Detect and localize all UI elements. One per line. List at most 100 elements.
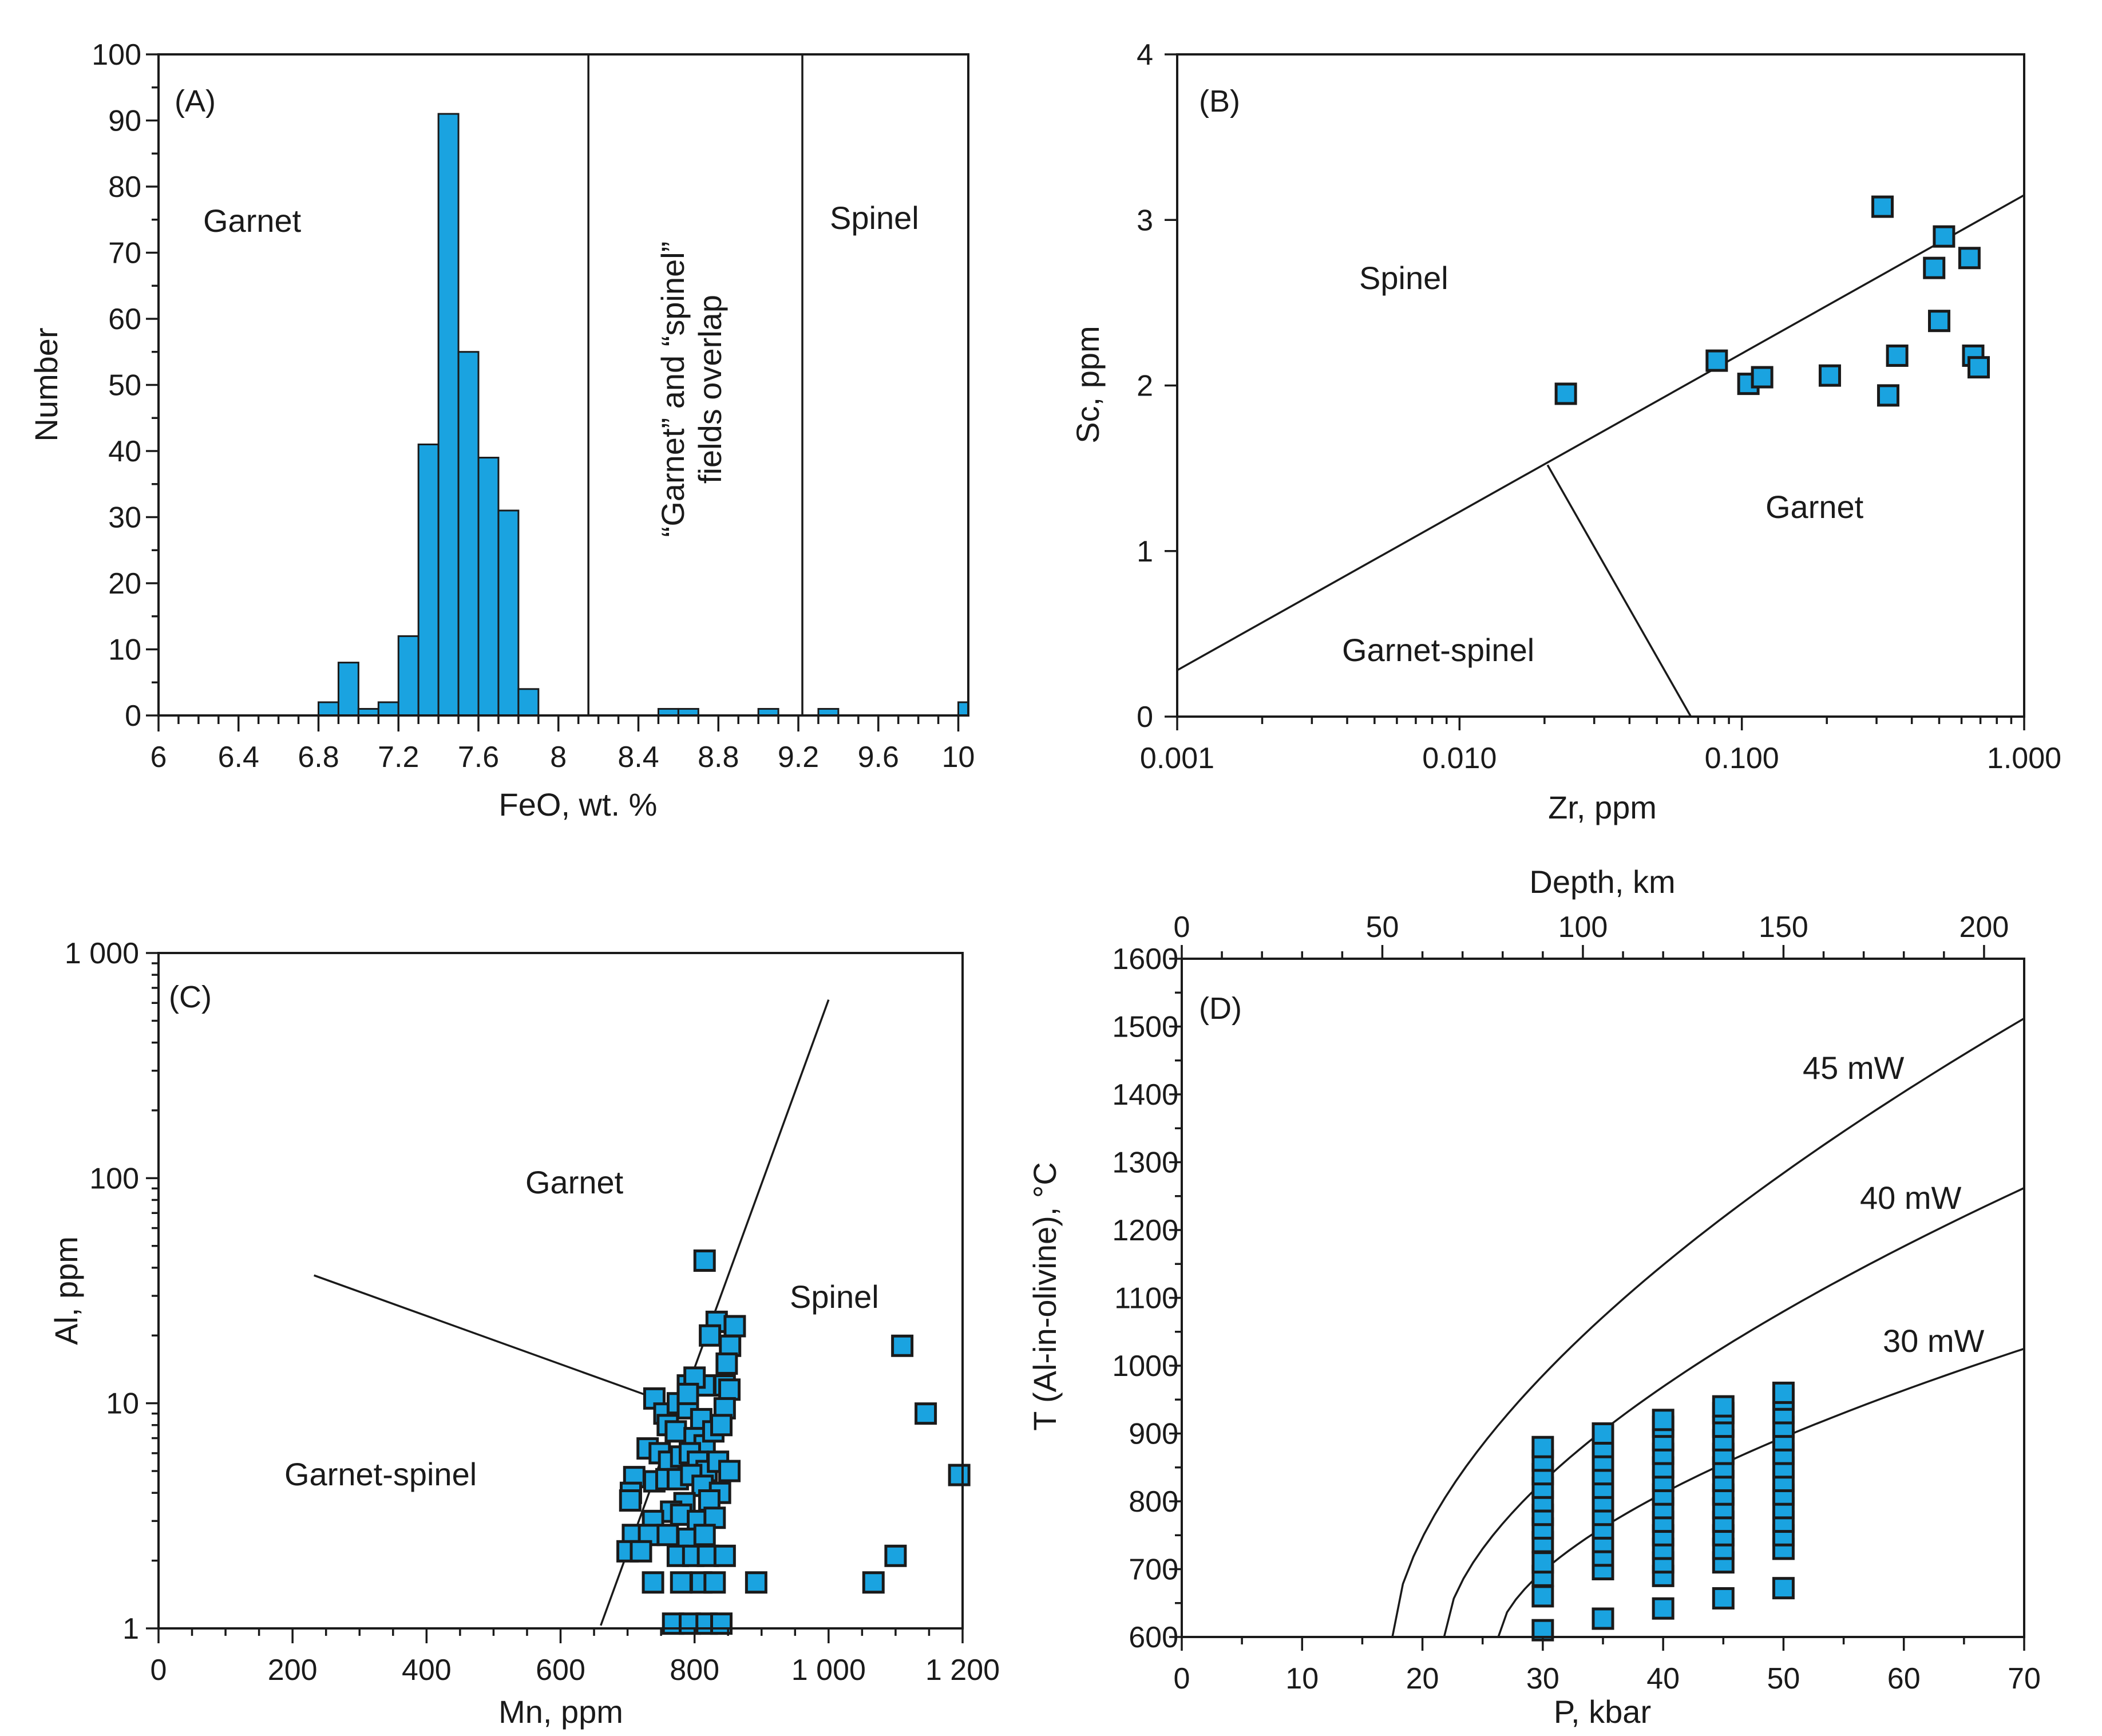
data-point bbox=[719, 1334, 742, 1357]
data-point bbox=[948, 1464, 971, 1486]
panel-a-ticks: 6 6.4 6.8 7.2 7.6 8 8.4 8.8 9.2 9.6 10010203040506… bbox=[92, 38, 975, 774]
panel-d-ticks: 0 10 20 30 40 50 60 706007008009001000110012001… bbox=[1112, 911, 2041, 1695]
histogram-bar bbox=[337, 662, 359, 717]
data-point bbox=[1554, 382, 1577, 405]
top-x-tick-label: 200 bbox=[1960, 911, 2009, 944]
data-point bbox=[862, 1571, 885, 1594]
histogram-bar bbox=[497, 509, 520, 717]
y-tick-label: 1 bbox=[122, 1612, 139, 1646]
histogram-bar bbox=[437, 113, 460, 717]
field-boundary-line bbox=[314, 1274, 656, 1399]
panel-a-boundaries bbox=[587, 54, 803, 715]
y-axis-title: Sc, ppm bbox=[1070, 326, 1106, 443]
data-point bbox=[676, 1382, 699, 1405]
x-tick-label: 1 200 bbox=[925, 1654, 1000, 1687]
region-garnet: Garnet bbox=[203, 203, 302, 239]
data-point bbox=[1531, 1551, 1554, 1574]
x-tick-label: 6.4 bbox=[218, 741, 259, 774]
x-tick-label: 30 bbox=[1526, 1662, 1559, 1695]
y-tick-label: 2 bbox=[1137, 370, 1153, 403]
y-tick-label: 1400 bbox=[1112, 1078, 1178, 1112]
data-point bbox=[710, 1414, 733, 1437]
region-overlap-line2: fields overlap bbox=[692, 295, 728, 484]
data-point bbox=[718, 1460, 741, 1482]
y-tick-label: 60 bbox=[108, 303, 141, 336]
panel-a-label: (A) bbox=[175, 84, 216, 118]
y-axis-title: Al, ppm bbox=[48, 1236, 84, 1345]
histogram-bar bbox=[417, 443, 440, 717]
x-tick-label: 9.6 bbox=[858, 741, 899, 774]
data-point bbox=[1592, 1607, 1614, 1630]
panel-c: 0 200 400 600 800 1 000 1 200 1 10 100 1 000 (C) G… bbox=[48, 937, 1000, 1730]
data-point bbox=[1818, 364, 1841, 387]
y-tick-label: 800 bbox=[1129, 1485, 1178, 1518]
y-tick-label: 20 bbox=[108, 567, 141, 600]
top-x-tick-label: 100 bbox=[1558, 911, 1608, 944]
x-tick-label: 50 bbox=[1767, 1662, 1800, 1695]
data-point bbox=[670, 1571, 692, 1594]
x-axis-title: Zr, ppm bbox=[1548, 789, 1657, 825]
data-point bbox=[1531, 1585, 1554, 1608]
y-tick-label: 700 bbox=[1129, 1553, 1178, 1587]
data-point bbox=[884, 1544, 907, 1567]
region-garnet: Garnet bbox=[1765, 489, 1864, 525]
geotherm-label-40: 40 mW bbox=[1860, 1180, 1961, 1216]
y-tick-label: 1500 bbox=[1112, 1011, 1178, 1044]
data-point bbox=[718, 1378, 741, 1401]
geotherm-label-30: 30 mW bbox=[1883, 1323, 1984, 1359]
y-tick-label: 1600 bbox=[1112, 943, 1178, 976]
data-point bbox=[1923, 256, 1946, 279]
x-tick-label: 8 bbox=[550, 741, 567, 774]
panel-b-field-lines bbox=[1177, 194, 2025, 717]
panel-c-field-lines bbox=[314, 999, 830, 1626]
x-tick-label: 0.100 bbox=[1705, 742, 1779, 775]
y-tick-label: 80 bbox=[108, 171, 141, 204]
x-tick-label: 6 bbox=[151, 741, 167, 774]
y-tick-label: 1 bbox=[1137, 535, 1153, 568]
panel-c-points bbox=[616, 1249, 971, 1635]
panel-d-points bbox=[1531, 1381, 1795, 1642]
data-point bbox=[642, 1571, 664, 1594]
region-spinel: Spinel bbox=[1359, 260, 1448, 296]
x-tick-label: 9.2 bbox=[778, 741, 819, 774]
data-point bbox=[715, 1352, 738, 1375]
panel-d-label: (D) bbox=[1199, 991, 1242, 1026]
panel-b-points bbox=[1554, 195, 1990, 407]
x-tick-label: 6.8 bbox=[298, 741, 339, 774]
data-point bbox=[891, 1334, 914, 1357]
y-tick-label: 100 bbox=[92, 38, 141, 72]
y-tick-label: 1000 bbox=[1112, 1350, 1178, 1383]
panel-c-ticks: 0 200 400 600 800 1 000 1 200 1 10 100 1 000 bbox=[65, 937, 1000, 1687]
field-boundary-line bbox=[1177, 194, 2025, 671]
x-tick-label: 600 bbox=[536, 1654, 585, 1687]
data-point bbox=[1652, 1409, 1675, 1431]
data-point bbox=[1886, 344, 1909, 367]
field-boundary-line bbox=[1546, 464, 1692, 717]
x-tick-label: 0.010 bbox=[1422, 742, 1497, 775]
y-tick-label: 90 bbox=[108, 105, 141, 138]
data-point bbox=[915, 1402, 937, 1425]
data-point bbox=[1772, 1577, 1795, 1600]
data-point bbox=[1927, 310, 1950, 333]
top-x-tick-label: 0 bbox=[1174, 911, 1190, 944]
panel-c-label: (C) bbox=[169, 980, 212, 1014]
histogram-bar bbox=[397, 635, 419, 717]
y-axis-title: Number bbox=[28, 327, 64, 441]
x-axis-title: P, kbar bbox=[1554, 1694, 1651, 1730]
y-tick-label: 0 bbox=[125, 699, 141, 733]
x-axis-title: FeO, wt. % bbox=[499, 786, 658, 822]
x-tick-label: 8.8 bbox=[698, 741, 739, 774]
panel-a: 6 6.4 6.8 7.2 7.6 8 8.4 8.8 9.2 9.6 10010203040506… bbox=[28, 38, 975, 822]
data-point bbox=[1967, 356, 1990, 379]
data-point bbox=[1531, 1436, 1554, 1458]
data-point bbox=[1772, 1381, 1795, 1404]
y-tick-label: 4 bbox=[1137, 38, 1153, 72]
region-garnet: Garnet bbox=[525, 1164, 624, 1200]
x-tick-label: 1.000 bbox=[1987, 742, 2061, 775]
x-tick-label: 200 bbox=[268, 1654, 318, 1687]
data-point bbox=[713, 1544, 736, 1567]
y-tick-label: 10 bbox=[108, 634, 141, 667]
data-point bbox=[1958, 247, 1981, 270]
region-garnet-spinel: Garnet-spinel bbox=[1342, 632, 1534, 668]
histogram-bar bbox=[457, 351, 480, 717]
